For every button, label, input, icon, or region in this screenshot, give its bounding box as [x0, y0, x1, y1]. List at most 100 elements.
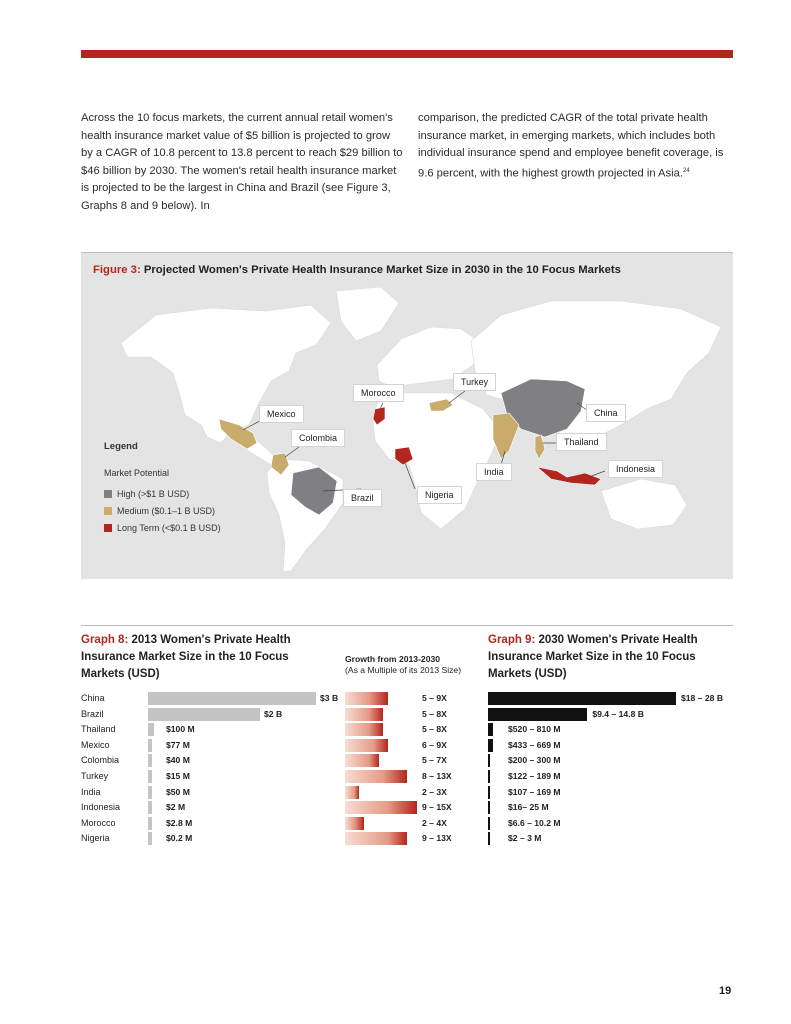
- graph8-value-morocco: $2.8 M: [166, 817, 193, 828]
- graph9-value-china: $18 – 28 B: [681, 693, 724, 703]
- india-leader: [500, 450, 506, 466]
- growth-title-text: Growth from 2013-2030: [345, 654, 441, 664]
- graph8-bar-thailand: [148, 723, 154, 737]
- body-text-right: comparison, the predicted CAGR of the to…: [418, 110, 740, 183]
- graph8-bar-turkey: [148, 770, 152, 783]
- growth-value-turkey: 8 – 13X: [422, 771, 452, 781]
- legend-title: Legend: [104, 441, 138, 452]
- growth-bar-indonesia: [345, 801, 417, 815]
- greenland-shape: [335, 286, 400, 342]
- mexico-shape: [218, 418, 258, 450]
- body-text-left: Across the 10 focus markets, the current…: [81, 110, 403, 215]
- country-label-turkey: Turkey: [81, 771, 109, 781]
- legend-swatch-medium: [104, 506, 112, 515]
- country-label-brazil: Brazil: [81, 708, 104, 719]
- nigeria-leader: [404, 462, 416, 490]
- graph9-bar-china: [488, 692, 676, 705]
- graph9-value-indonesia: $16– 25 M: [508, 802, 549, 813]
- figure-title: Figure 3: Projected Women's Private Heal…: [93, 264, 621, 276]
- label-brazil: Brazil: [343, 489, 382, 507]
- nigeria-shape: [394, 446, 414, 466]
- graph9-title-text: 2030 Women's Private Health Insurance Ma…: [488, 634, 698, 680]
- graph8-value-brazil: $2 B: [264, 708, 283, 719]
- graph8-value-indonesia: $2 M: [166, 802, 186, 813]
- colombia-shape: [270, 452, 290, 476]
- growth-bar-mexico: [345, 738, 389, 752]
- legend-label-medium: Medium ($0.1–1 B USD): [117, 505, 216, 516]
- legend-subtitle: Market Potential: [104, 468, 170, 478]
- growth-title: Growth from 2013-2030 (As a Multiple of …: [345, 654, 461, 676]
- growth-bar-morocco: [345, 816, 365, 830]
- graph8-title-text: 2013 Women's Private Health Insurance Ma…: [81, 634, 291, 680]
- section-divider: [81, 625, 733, 626]
- figure-3-map: Figure 3: Projected Women's Private Heal…: [81, 252, 733, 579]
- graph8-title: Graph 8: 2013 Women's Private Health Ins…: [81, 632, 296, 683]
- graph8-bar-mexico: [148, 738, 153, 752]
- growth-value-morocco: 2 – 4X: [422, 817, 447, 828]
- morocco-leader: [378, 402, 384, 412]
- indonesia-leader: [588, 470, 606, 478]
- graph9-bar-brazil: [488, 707, 588, 721]
- brazil-shape: [290, 466, 338, 516]
- body-paragraph-right-text: comparison, the predicted CAGR of the to…: [418, 112, 724, 180]
- growth-value-colombia: 5 – 7X: [422, 755, 447, 766]
- top-accent-bar: [81, 50, 733, 58]
- graph8-value-thailand: $100 M: [166, 724, 195, 735]
- graph8-label: Graph 8:: [81, 634, 129, 646]
- graph9-value-brazil: $9.4 – 14.8 B: [592, 708, 644, 719]
- label-mexico: Mexico: [259, 405, 304, 423]
- growth-value-nigeria: 9 – 13X: [422, 833, 452, 844]
- graph8-bar-china: [148, 692, 316, 705]
- country-label-thailand: Thailand: [81, 724, 116, 735]
- graph8-value-mexico: $77 M: [166, 739, 190, 750]
- country-label-morocco: Morocco: [81, 817, 116, 828]
- legend-swatch-high: [104, 489, 112, 498]
- graph8-bar-brazil: [148, 707, 260, 721]
- world-map: [120, 286, 722, 572]
- graph9-value-nigeria: $2 – 3 M: [508, 833, 542, 844]
- graph8-value-colombia: $40 M: [166, 755, 190, 766]
- graph9-bar-colombia: [488, 754, 490, 768]
- growth-value-thailand: 5 – 8X: [422, 724, 447, 735]
- growth-value-indonesia: 9 – 15X: [422, 802, 452, 813]
- label-india: India: [476, 463, 512, 481]
- growth-value-brazil: 5 – 8X: [422, 708, 447, 719]
- graph8-bar-morocco: [148, 816, 152, 830]
- label-indonesia: Indonesia: [608, 460, 664, 478]
- graph9-bar-india: [488, 785, 490, 799]
- legend-item-long-term: Long Term (<$0.1 B USD): [104, 519, 221, 536]
- map-legend: Legend Market Potential High (>$1 B USD)…: [104, 441, 221, 536]
- australia-shape: [600, 478, 688, 530]
- graph9-value-turkey: $122 – 189 M: [508, 771, 561, 781]
- growth-bar-china: [345, 692, 389, 705]
- growth-value-india: 2 – 3X: [422, 786, 447, 797]
- label-turkey: Turkey: [453, 373, 497, 391]
- graph8-value-nigeria: $0.2 M: [166, 833, 193, 844]
- morocco-shape: [372, 406, 386, 426]
- graph9-value-colombia: $200 – 300 M: [508, 755, 561, 766]
- turkey-leader: [448, 390, 466, 404]
- figure-label: Figure 3:: [93, 264, 141, 276]
- graph9-value-mexico: $433 – 669 M: [508, 739, 561, 750]
- growth-value-mexico: 6 – 9X: [422, 739, 447, 750]
- graph8-bar-colombia: [148, 754, 152, 768]
- legend-item-high: High (>$1 B USD): [104, 485, 221, 502]
- growth-bar-india: [345, 785, 360, 799]
- indonesia-shape: [535, 466, 602, 486]
- page-number: 19: [719, 985, 732, 997]
- graph9-value-morocco: $6.6 – 10.2 M: [508, 817, 561, 828]
- country-label-nigeria: Nigeria: [81, 833, 110, 844]
- graph9-bar-nigeria: [488, 832, 490, 846]
- graph9-bar-mexico: [488, 738, 493, 752]
- graph8-value-india: $50 M: [166, 786, 190, 797]
- graph9-label: Graph 9:: [488, 634, 536, 646]
- graph8-bar-india: [148, 785, 152, 799]
- legend-label-high: High (>$1 B USD): [117, 488, 190, 499]
- growth-bar-thailand: [345, 723, 384, 737]
- graph8-value-china: $3 B: [320, 693, 339, 703]
- growth-bar-nigeria: [345, 832, 408, 846]
- colombia-leader: [284, 446, 300, 458]
- figure-title-text: Projected Women's Private Health Insuran…: [143, 264, 621, 276]
- country-label-india: India: [81, 786, 101, 797]
- graph8-value-turkey: $15 M: [166, 771, 190, 781]
